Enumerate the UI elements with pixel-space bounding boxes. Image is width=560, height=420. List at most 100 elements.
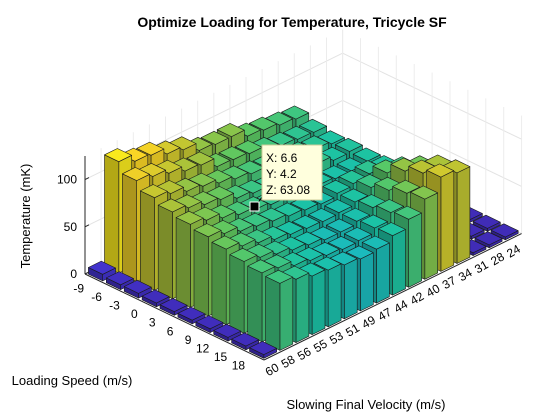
bar-top	[281, 105, 310, 120]
bar-top	[266, 131, 295, 146]
bar-face-x	[440, 170, 455, 272]
bar-top	[175, 210, 204, 225]
bar-face-x	[376, 242, 390, 304]
y-tick-label: 53	[327, 328, 346, 347]
bar-face-y	[157, 204, 173, 300]
bar-top	[472, 214, 501, 229]
bar-face-y	[247, 265, 263, 343]
bar-face-y	[211, 242, 227, 326]
bar	[265, 269, 294, 351]
bar	[141, 289, 170, 308]
y-axis-label: Slowing Final Velocity (m/s)	[287, 397, 446, 412]
bar-face-x	[408, 212, 422, 288]
bar-top	[308, 208, 337, 222]
bar-top	[352, 147, 381, 162]
bar-face-y	[175, 217, 191, 308]
bar-face-y	[140, 190, 155, 291]
x-axis-label: Loading Speed (m/s)	[12, 373, 133, 388]
bar-top	[340, 188, 369, 203]
bar-top	[360, 214, 388, 229]
bar-top	[229, 248, 258, 262]
datatip: X: 6.6 Y: 4.2 Z: 63.08	[249, 144, 323, 212]
bar-top	[410, 185, 439, 200]
y-tick-label: 49	[359, 313, 378, 332]
x-tick-label: 0	[131, 307, 138, 321]
bar	[195, 315, 224, 333]
bar-face-x	[311, 269, 326, 335]
datatip-y: Y: 4.2	[266, 167, 297, 181]
bar-top	[324, 199, 353, 213]
y-tick-label: 44	[392, 297, 411, 316]
bar-top	[293, 231, 322, 246]
bar-face-x	[295, 272, 310, 343]
bar-face-x	[456, 166, 471, 264]
bar-top	[377, 222, 406, 236]
z-tick-mark	[84, 177, 90, 181]
bar	[88, 260, 116, 282]
y-tick-label: 28	[488, 249, 507, 268]
bar	[472, 214, 501, 232]
z-tick-label: 50	[64, 220, 78, 234]
x-tick-label: 3	[149, 316, 156, 330]
bar-top	[141, 289, 170, 304]
z-tick-mark	[84, 224, 90, 228]
bar	[177, 306, 206, 325]
bar-face-x	[392, 229, 406, 296]
bar-face-y	[104, 154, 120, 274]
z-axis-label: Temperature (mK)	[18, 164, 33, 269]
bar-top	[313, 256, 342, 271]
y-tick-label: 42	[408, 289, 427, 308]
bar	[474, 231, 503, 249]
bar-top	[394, 205, 422, 220]
bar-top	[88, 260, 116, 275]
x-tick-label: -3	[109, 299, 120, 313]
y-tick-label: 51	[343, 321, 362, 340]
bar-top	[249, 116, 277, 131]
y-tick-label: 58	[279, 352, 298, 371]
datatip-z: Z: 63.08	[266, 183, 310, 197]
bar-top	[283, 125, 311, 140]
bar	[159, 298, 188, 316]
bar-top	[299, 118, 328, 133]
bar-top	[426, 163, 455, 178]
bar-top	[345, 245, 374, 260]
x-tick-label: 15	[214, 350, 228, 364]
z-tick-mark	[84, 271, 90, 275]
x-tick-label: 12	[196, 342, 210, 356]
bar-top	[376, 199, 405, 213]
y-tick-label: 47	[376, 305, 395, 324]
bar-top	[247, 259, 276, 274]
bar-top	[186, 151, 215, 166]
bar	[123, 279, 152, 299]
bar-top	[157, 198, 186, 213]
bar-top	[216, 123, 245, 137]
y-tick-label: 60	[263, 360, 282, 379]
chart-title: Optimize Loading for Temperature, Tricyc…	[137, 14, 447, 30]
bar-top	[392, 179, 421, 194]
bar	[249, 341, 278, 359]
bar-top	[490, 223, 519, 238]
bar-top	[211, 235, 240, 250]
datatip-box	[261, 144, 323, 201]
bar-top	[123, 279, 152, 294]
bar-top	[136, 141, 165, 156]
bar-top	[104, 148, 132, 162]
datatip-x: X: 6.6	[266, 151, 298, 165]
bar-top	[265, 269, 294, 284]
bar-top	[326, 218, 354, 233]
bar-top	[343, 227, 372, 241]
bar-top	[322, 179, 351, 194]
bar-top	[193, 223, 222, 238]
bar-face-y	[265, 276, 281, 351]
x-axis-line	[84, 273, 265, 361]
x-tick-label: -9	[73, 281, 84, 295]
bar-face-y	[229, 254, 245, 334]
bar-top	[342, 207, 371, 222]
bar-top	[159, 298, 188, 312]
bar-face-x	[343, 258, 358, 320]
z-tick-label: 100	[57, 173, 77, 187]
bar	[213, 323, 242, 342]
bar-face-y	[122, 173, 137, 283]
